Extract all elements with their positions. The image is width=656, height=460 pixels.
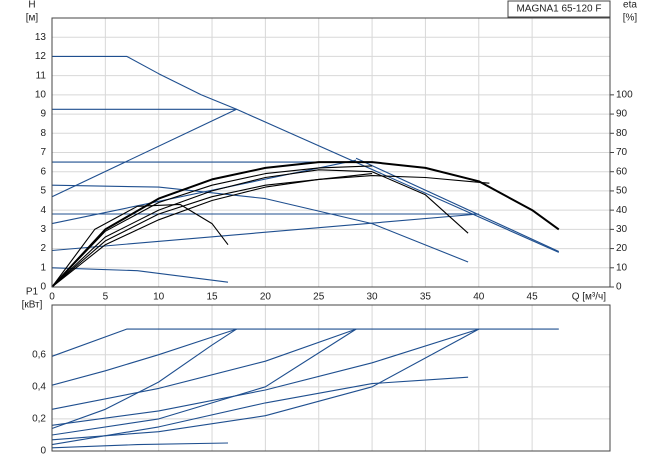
x-tick-label: 40 <box>473 292 485 303</box>
curve <box>355 157 560 252</box>
curve <box>51 376 469 446</box>
x-tick-label: 30 <box>367 292 379 303</box>
y-tick-label: 0,2 <box>32 414 46 425</box>
title-box <box>507 0 611 18</box>
y2-tick-label: 0 <box>616 282 622 293</box>
y2-tick-label: 100 <box>616 89 633 100</box>
curve <box>51 165 373 288</box>
curve <box>51 328 237 386</box>
y-tick-label: 2 <box>40 243 46 254</box>
y-tick-label: 5 <box>40 186 46 197</box>
x-tick-label: 35 <box>420 292 432 303</box>
y2-tick-label: 10 <box>616 262 628 273</box>
y-axis-unit: [м] <box>26 13 39 24</box>
y-axis-label: P1 <box>26 287 39 298</box>
y-tick-label: 6 <box>40 166 46 177</box>
y2-tick-label: 30 <box>616 224 628 235</box>
curve <box>51 108 237 198</box>
curve <box>51 213 479 252</box>
curve <box>51 328 237 430</box>
y-tick-label: 3 <box>40 224 46 235</box>
y-tick-label: 7 <box>40 147 46 158</box>
y2-tick-label: 90 <box>616 109 628 120</box>
chart-title: MAGNA1 65-120 F <box>516 4 601 15</box>
x-tick-label: 15 <box>206 292 218 303</box>
plot-frame <box>51 304 611 452</box>
y2-axis-label: eta <box>623 0 637 11</box>
y-tick-label: 1 <box>40 262 46 273</box>
curve <box>51 267 229 283</box>
x-tick-label: 10 <box>153 292 165 303</box>
curve <box>51 328 357 436</box>
curve <box>51 328 559 357</box>
x-axis-label: Q [м³/ч] <box>572 292 607 303</box>
y-tick-label: 12 <box>35 51 47 62</box>
curve <box>51 328 479 426</box>
y2-tick-label: 80 <box>616 128 628 139</box>
x-tick-label: 5 <box>103 292 109 303</box>
y2-tick-label: 50 <box>616 186 628 197</box>
curve <box>51 173 373 288</box>
y-tick-label: 9 <box>40 109 46 120</box>
y-tick-label: 13 <box>35 32 47 43</box>
curve <box>51 442 229 449</box>
y-tick-label: 0,4 <box>32 381 46 392</box>
y2-tick-label: 40 <box>616 205 628 216</box>
y-tick-label: 11 <box>36 70 47 81</box>
curve <box>51 328 357 410</box>
curve <box>51 175 490 288</box>
y-tick-label: 8 <box>40 128 46 139</box>
curve <box>51 161 560 288</box>
y-tick-label: 10 <box>35 89 47 100</box>
y-tick-label: 4 <box>40 205 46 216</box>
y-tick-label: 0 <box>40 282 46 293</box>
curve <box>51 169 469 288</box>
y2-axis-unit: [%] <box>623 13 638 24</box>
y-axis-unit: [кВт] <box>22 300 43 311</box>
y-axis-label: H <box>28 0 35 11</box>
curve <box>51 328 480 441</box>
x-tick-label: 20 <box>260 292 272 303</box>
x-tick-label: 0 <box>49 292 55 303</box>
curve <box>51 184 469 263</box>
y2-tick-label: 70 <box>616 147 628 158</box>
x-tick-label: 45 <box>527 292 539 303</box>
y-tick-label: 0,6 <box>32 349 46 360</box>
y2-tick-label: 60 <box>616 166 628 177</box>
y2-tick-label: 20 <box>616 243 628 254</box>
x-tick-label: 25 <box>313 292 325 303</box>
curve <box>52 55 560 253</box>
curve <box>51 203 229 288</box>
y-tick-label: 0 <box>40 446 46 457</box>
plot-frame <box>51 17 611 288</box>
